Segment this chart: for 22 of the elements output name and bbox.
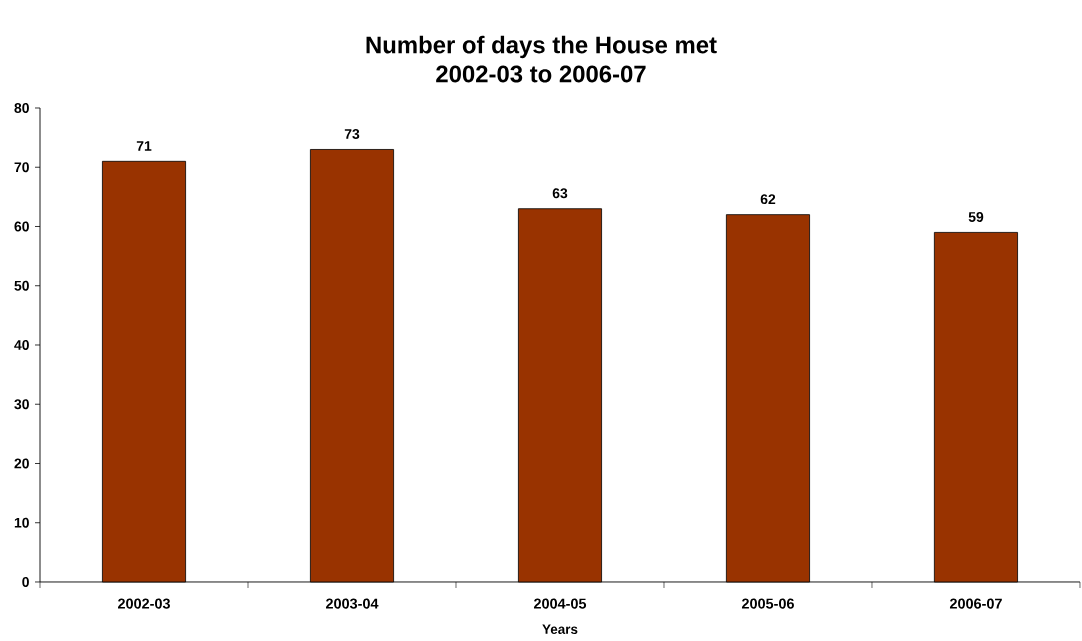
y-tick-label: 70 <box>14 162 29 173</box>
x-tick-label: 2006-07 <box>949 598 1002 609</box>
y-tick-label: 20 <box>14 458 29 469</box>
y-tick-label: 40 <box>14 340 29 350</box>
x-tick-label: 2004-05 <box>533 598 587 609</box>
data-label: 59 <box>968 212 984 222</box>
x-tick-label: 2002-03 <box>118 598 170 609</box>
y-tick-label: 60 <box>14 221 29 232</box>
y-tick-label: 50 <box>14 280 29 291</box>
data-label: 73 <box>344 129 360 139</box>
y-tick-label: 0 <box>22 577 29 587</box>
y-tick-label: 10 <box>14 517 29 528</box>
y-tick-label: 30 <box>14 399 29 410</box>
chart-subtitle: 2002-03 to 2006-07 <box>436 65 646 83</box>
x-axis-title: Years <box>542 624 578 634</box>
data-label: 71 <box>136 141 152 151</box>
data-label: 62 <box>760 194 776 205</box>
chart-title: Number of days the House met <box>366 35 717 59</box>
x-tick-label: 2003-04 <box>325 598 379 609</box>
x-tick-label: 2005-06 <box>741 598 794 609</box>
data-label: 63 <box>552 188 568 199</box>
y-tick-label: 80 <box>14 103 29 113</box>
